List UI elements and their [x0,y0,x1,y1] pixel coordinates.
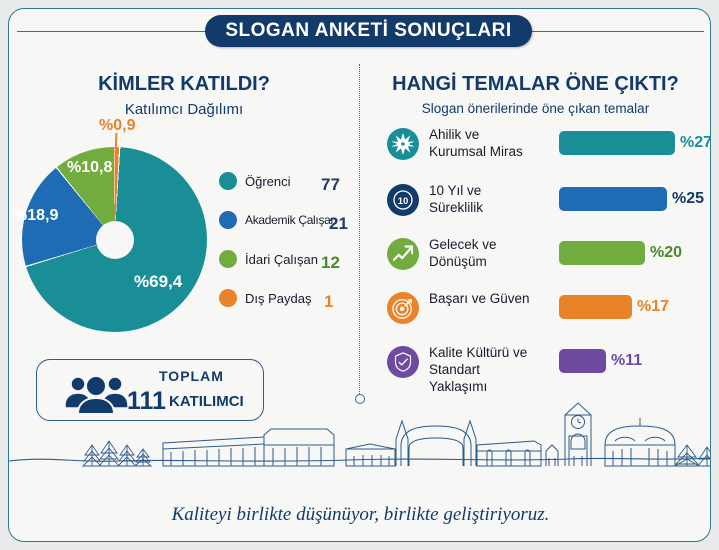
svg-text:10: 10 [398,196,409,207]
